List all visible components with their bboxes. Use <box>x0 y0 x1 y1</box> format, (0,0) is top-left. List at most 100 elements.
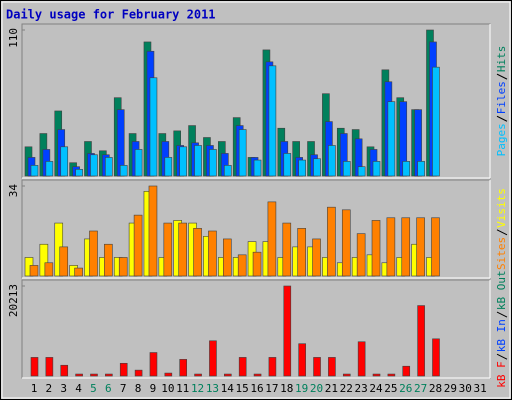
bar <box>30 357 39 377</box>
x-tick-label: 24 <box>369 382 383 395</box>
bar <box>39 243 49 277</box>
bar <box>209 340 217 377</box>
bar <box>238 129 247 177</box>
bar <box>74 267 83 277</box>
bar <box>313 357 321 377</box>
bar <box>119 362 128 377</box>
bar <box>105 373 113 377</box>
legend-label: kB F <box>495 361 508 388</box>
bar <box>357 341 366 377</box>
bar <box>371 220 381 277</box>
legend: kB F kB In kB Out <box>495 270 508 387</box>
x-tick-label: 14 <box>221 382 235 395</box>
bar <box>149 352 158 377</box>
legend-label: kB Out <box>495 270 508 310</box>
bar <box>44 262 54 277</box>
y-tick-label: 20213 <box>7 284 20 317</box>
legend-separator <box>496 311 508 318</box>
x-tick-label: 4 <box>75 382 82 395</box>
x-tick-label: 21 <box>325 382 338 395</box>
bar <box>194 373 202 377</box>
bar <box>224 373 232 377</box>
bar <box>134 149 143 177</box>
legend-separator <box>496 73 508 80</box>
bar <box>90 154 98 177</box>
bar <box>134 369 143 377</box>
bar <box>402 161 411 177</box>
bar <box>417 161 425 177</box>
bar <box>89 230 98 277</box>
bar <box>386 217 396 277</box>
bar <box>104 243 113 277</box>
legend-separator <box>496 115 508 122</box>
x-tick-label: 23 <box>355 382 368 395</box>
bar <box>312 238 321 277</box>
chart-title: Daily usage for February 2011 <box>6 8 216 22</box>
bar <box>431 217 440 277</box>
bar <box>164 372 173 377</box>
x-tick-label: 28 <box>429 382 442 395</box>
y-tick-label: 110 <box>7 28 20 48</box>
bar <box>416 217 425 277</box>
bar <box>75 169 83 177</box>
legend-label: Pages <box>495 123 508 156</box>
bar <box>356 233 366 277</box>
bar <box>401 217 411 277</box>
x-tick-label: 25 <box>384 382 397 395</box>
x-tick-label: 12 <box>191 382 204 395</box>
bar <box>178 222 187 277</box>
legend: Sites Visits <box>495 188 508 270</box>
x-tick-label: 5 <box>90 382 97 395</box>
bar <box>163 222 173 277</box>
bar <box>59 246 69 277</box>
bar <box>297 228 306 277</box>
legend-label: kB In <box>495 319 508 352</box>
bar <box>208 230 217 277</box>
bar <box>164 157 173 177</box>
bar <box>387 373 396 377</box>
bar <box>327 206 336 277</box>
bar <box>253 159 262 177</box>
bar <box>209 149 217 177</box>
legend-label: Hits <box>495 46 508 73</box>
bar <box>60 146 69 177</box>
bar <box>387 101 396 177</box>
bar <box>328 145 336 177</box>
bar <box>283 285 292 377</box>
bar <box>341 209 351 277</box>
legend-separator <box>496 229 508 236</box>
bar <box>105 157 113 177</box>
bar <box>75 373 83 377</box>
bar <box>179 359 187 377</box>
y-tick-label: 34 <box>7 184 20 198</box>
bar <box>342 373 351 377</box>
legend-separator <box>496 353 508 360</box>
bar <box>268 357 277 377</box>
x-tick-label: 2 <box>46 382 53 395</box>
bar <box>298 159 306 177</box>
x-tick-label: 3 <box>60 382 67 395</box>
x-tick-label: 13 <box>206 382 219 395</box>
x-tick-label: 31 <box>473 382 486 395</box>
bar <box>313 158 321 177</box>
bar <box>252 251 262 277</box>
bar <box>417 305 425 377</box>
legend: Pages Files Hits <box>495 46 508 157</box>
bar <box>194 145 202 177</box>
bar <box>268 65 277 177</box>
bar <box>179 146 187 177</box>
legend-label: Files <box>495 81 508 114</box>
legend-label: Visits <box>495 188 508 228</box>
bar <box>118 257 128 277</box>
bar <box>283 153 292 177</box>
bar <box>223 238 232 277</box>
x-tick-label: 26 <box>399 382 412 395</box>
bar <box>342 161 351 177</box>
x-tick-label: 9 <box>150 382 157 395</box>
bar <box>253 373 262 377</box>
legend-label: Sites <box>495 237 508 270</box>
x-tick-label: 7 <box>120 382 127 395</box>
x-tick-label: 8 <box>135 382 142 395</box>
